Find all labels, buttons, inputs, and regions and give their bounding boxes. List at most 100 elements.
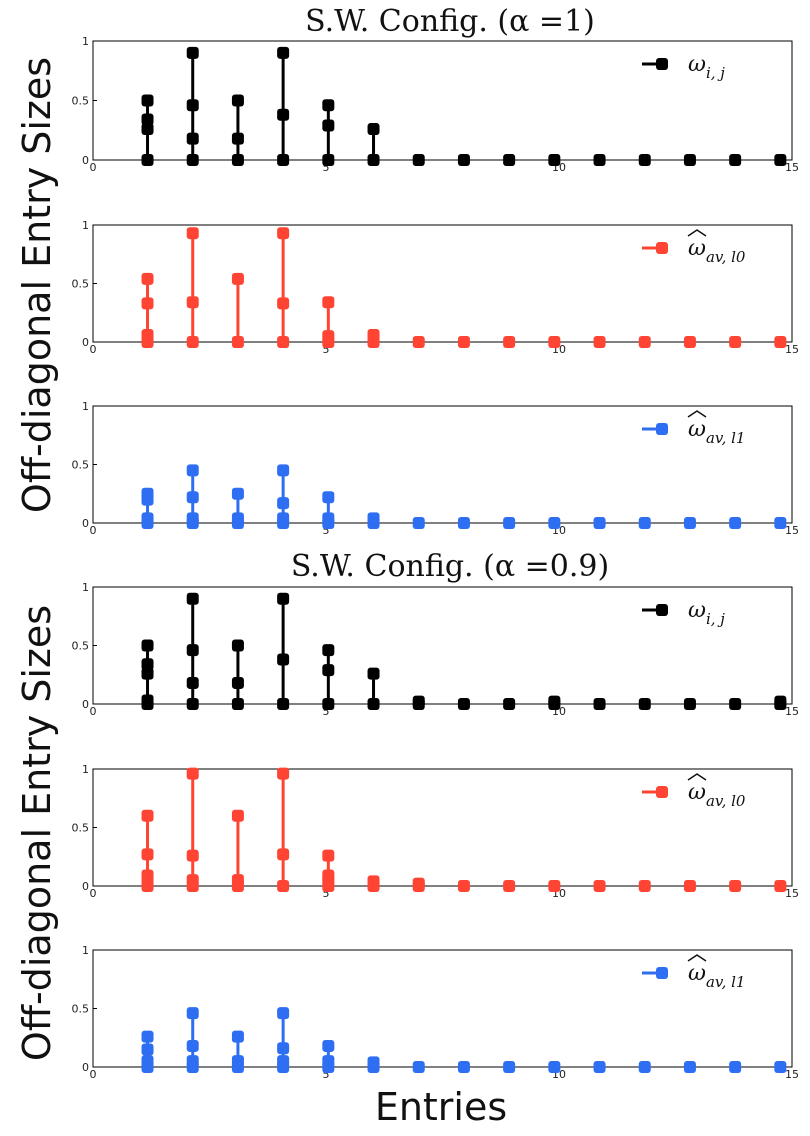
data-marker (322, 330, 335, 343)
data-marker (277, 698, 290, 710)
y-tick-label: 0.5 (72, 95, 90, 108)
data-marker (412, 517, 425, 529)
data-marker (548, 336, 561, 348)
data-marker (367, 328, 380, 341)
y-tick-label: 1 (82, 944, 89, 957)
data-marker (186, 767, 199, 780)
data-marker (141, 639, 154, 652)
data-marker (277, 297, 290, 310)
legend-marker (656, 423, 668, 435)
data-marker (548, 880, 561, 892)
data-marker (548, 1061, 561, 1073)
data-marker (322, 1055, 335, 1068)
legend-hat-accent (687, 410, 707, 418)
data-marker (774, 517, 787, 529)
data-marker (367, 123, 380, 136)
y-tick-label: 1 (82, 763, 89, 776)
x-tick-label: 5 (323, 887, 330, 900)
data-marker (457, 880, 470, 892)
data-marker (277, 154, 290, 166)
data-marker (231, 809, 244, 822)
data-marker (277, 848, 290, 861)
x-tick-label: 5 (323, 343, 330, 356)
data-marker (141, 272, 154, 285)
data-marker (729, 698, 742, 710)
data-marker (277, 1055, 290, 1068)
data-marker (141, 113, 154, 126)
data-marker (277, 1042, 290, 1055)
legend-marker (656, 967, 668, 979)
data-marker (457, 1061, 470, 1073)
data-marker (367, 1056, 380, 1069)
data-marker (638, 517, 651, 529)
legend-marker (656, 242, 668, 254)
data-marker (412, 154, 425, 166)
x-tick-label: 15 (785, 524, 799, 537)
legend-hat-accent (687, 954, 707, 962)
data-marker (186, 464, 199, 477)
data-marker (277, 592, 290, 605)
data-marker (367, 875, 380, 888)
legend-label: ωav, l0 (688, 236, 746, 266)
data-marker (141, 848, 154, 861)
data-marker (186, 1039, 199, 1052)
data-marker (277, 497, 290, 510)
data-marker (277, 880, 290, 892)
data-marker (277, 653, 290, 666)
data-marker (141, 1055, 154, 1068)
data-marker (141, 123, 154, 136)
data-marker (729, 880, 742, 892)
legend-hat-accent (687, 229, 707, 237)
y-tick-label: 0.5 (72, 459, 90, 472)
data-marker (412, 336, 425, 348)
data-marker (231, 1055, 244, 1068)
data-marker (457, 698, 470, 710)
data-marker (231, 94, 244, 107)
data-marker (322, 869, 335, 882)
y-tick-label: 1 (82, 35, 89, 48)
x-tick-label: 0 (90, 161, 97, 174)
data-marker (729, 336, 742, 348)
data-marker (322, 698, 335, 710)
data-marker (231, 1030, 244, 1043)
data-marker (729, 517, 742, 529)
data-marker (322, 512, 335, 525)
data-marker (186, 227, 199, 240)
data-marker (322, 644, 335, 657)
data-marker (412, 695, 425, 708)
x-tick-label: 0 (90, 524, 97, 537)
data-marker (503, 1061, 516, 1073)
data-marker (593, 154, 606, 166)
data-marker (638, 880, 651, 892)
x-tick-label: 5 (323, 1068, 330, 1081)
x-axis-label: Entries (375, 1085, 507, 1129)
data-marker (638, 154, 651, 166)
data-marker (141, 658, 154, 671)
data-marker (683, 336, 696, 348)
legend-label: ωav, l1 (688, 417, 745, 447)
legend-label: ωi, j (688, 598, 725, 628)
data-marker (503, 698, 516, 710)
data-marker (231, 698, 244, 710)
figure-title-alpha-0-9: S.W. Config. (α =0.9) (291, 549, 609, 584)
data-marker (231, 639, 244, 652)
data-marker (683, 517, 696, 529)
data-marker (277, 336, 290, 348)
data-marker (593, 517, 606, 529)
data-marker (141, 94, 154, 107)
data-marker (322, 119, 335, 132)
y-tick-label: 0 (82, 336, 89, 349)
data-marker (141, 512, 154, 525)
data-marker (277, 512, 290, 525)
data-marker (593, 336, 606, 348)
data-marker (141, 869, 154, 882)
x-tick-label: 0 (90, 887, 97, 900)
data-marker (322, 1039, 335, 1052)
data-marker (141, 154, 154, 166)
data-marker (231, 336, 244, 348)
data-marker (277, 108, 290, 121)
data-marker (322, 99, 335, 112)
